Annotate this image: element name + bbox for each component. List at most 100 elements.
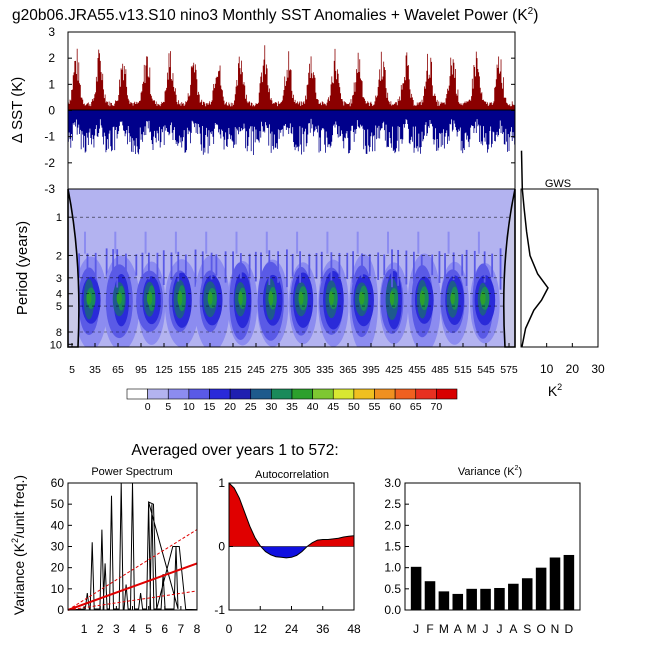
colorbar-swatch (188, 388, 210, 400)
ps-y-tick-label: 0 (57, 603, 64, 617)
power-spectrum-plot (67, 482, 198, 611)
sst-anomaly-bars (68, 45, 515, 155)
gws-x-tick-label: 20 (566, 362, 580, 376)
ps-y-tick-label: 40 (51, 518, 65, 532)
wavelet-spike (174, 231, 177, 254)
wavelet-spike (125, 253, 127, 278)
wavelet-spike (201, 251, 204, 283)
variance-x-tick-label: A (509, 622, 517, 636)
wavelet-x-tick-label: 185 (201, 364, 219, 376)
ps-x-tick-label: 1 (81, 622, 88, 636)
colorbar-label: 5 (165, 401, 171, 413)
wavelet-spike (141, 252, 144, 280)
autocorrelation-panel: Autocorrelation 10-10 12 24 36 48 (214, 469, 361, 636)
power-spectrum-y-label: Variance (K2/unit freq.) (10, 475, 27, 615)
sst-y-tick-label: 0 (48, 104, 55, 118)
variance-axes: J F M A M J J A S O N D0.00.51.01.52.02.53.0 (384, 476, 573, 636)
wavelet-spike (239, 253, 242, 279)
wavelet-spike (361, 253, 363, 278)
variance-bar (452, 593, 464, 610)
wavelet-x-tick-label: 95 (135, 364, 147, 376)
negative-autocorrelation-area (229, 546, 354, 558)
wavelet-x-tick-label: 545 (477, 364, 495, 376)
ps-x-tick-label: 4 (129, 622, 136, 636)
autocorrelation-title: Autocorrelation (255, 469, 329, 481)
wavelet-x-tick-label: 65 (112, 364, 124, 376)
autocorrelation-axes: 10-10 12 24 36 48 (214, 476, 361, 636)
title-sup: 2 (528, 6, 534, 17)
wavelet-x-tick-label: 5 (69, 364, 75, 376)
wavelet-power-contour (298, 291, 304, 305)
wavelet-spike (473, 250, 476, 284)
variance-y-tick-label: 1.0 (384, 561, 401, 575)
wavelet-frame (67, 188, 516, 348)
wavelet-spike (346, 252, 349, 280)
colorbar-label: 30 (266, 401, 278, 413)
subtitle: Averaged over years 1 to 572: (131, 442, 338, 459)
wavelet-power-contour (480, 291, 486, 305)
positive-anomaly-bars (68, 45, 515, 111)
wavelet-spike (114, 231, 117, 254)
lower-confidence-line (67, 590, 198, 611)
wavelet-spike (224, 251, 227, 283)
sst-y-tick-label: -3 (44, 182, 55, 196)
colorbar-swatch (229, 388, 252, 400)
gws-x-axis: 10 20 30 (540, 343, 605, 376)
wavelet-spike (248, 253, 251, 277)
autocorrelation-plot (228, 482, 355, 559)
ac-y-tick-label: 0 (218, 540, 225, 554)
title-main: g20b06.JRA55.v13.S10 nino3 Monthly SST A… (12, 7, 528, 24)
colorbar-label: 60 (389, 401, 401, 413)
wavelet-spike (78, 253, 81, 278)
wavelet-spike (477, 231, 480, 254)
wavelet-y-tick-label: 3 (56, 273, 62, 285)
ac-x-tick-label: 0 (226, 622, 233, 636)
colorbar-label: 15 (204, 401, 216, 413)
power-spectrum-title: Power Spectrum (91, 466, 172, 478)
colorbar-swatch (291, 388, 313, 400)
gws-frame (520, 188, 599, 348)
wavelet-y-tick-label: 4 (56, 289, 62, 301)
wavelet-spike (84, 231, 86, 254)
wavelet-spike (377, 252, 380, 280)
gws-curve (520, 150, 549, 347)
variance-x-tick-label: O (536, 622, 545, 636)
ps-x-tick-label: 6 (161, 622, 168, 636)
colorbar-swatch (167, 388, 190, 400)
sst-y-tick-label: -2 (44, 156, 55, 170)
wavelet-power-contour (177, 291, 183, 306)
gws-title: GWS (545, 178, 571, 190)
wavelet-y-tick-label: 2 (56, 250, 62, 262)
wavelet-spike (232, 251, 234, 283)
wavelet-spike (465, 249, 468, 286)
wavelet-x-tick-label: 455 (408, 364, 426, 376)
variance-x-tick-label: N (551, 622, 560, 636)
variance-x-tick-label: J (496, 622, 502, 636)
wavelet-x-tick-label: 365 (339, 364, 357, 376)
wavelet-x-tick-label: 245 (247, 364, 265, 376)
ps-y-tick-label: 20 (51, 561, 65, 575)
wavelet-spike (499, 248, 502, 290)
wavelet-spike (383, 254, 386, 276)
variance-x-tick-label: J (413, 622, 419, 636)
ac-x-tick-label: 24 (285, 622, 299, 636)
autocorrelation-line (228, 482, 355, 559)
variance-x-tick-label: J (483, 622, 489, 636)
ac-y-tick-label: 1 (218, 476, 225, 490)
wavelet-spike (387, 231, 389, 254)
wavelet-power-contour (116, 292, 122, 305)
colorbar-swatch (312, 388, 334, 400)
gws-panel: GWS 10 20 30 K2 (520, 150, 605, 399)
colorbar-label: 65 (410, 401, 422, 413)
wavelet-x-tick-label: 35 (89, 364, 101, 376)
variance-bar (466, 588, 477, 610)
colorbar-label: 0 (145, 401, 151, 413)
wavelet-x-tick-label: 335 (316, 364, 334, 376)
wavelet-spike (483, 251, 486, 283)
colorbar-swatch (209, 388, 231, 400)
wavelet-spike (194, 249, 197, 287)
wavelet-y-tick-label: 5 (56, 301, 62, 313)
ac-y-tick-label: -1 (214, 603, 225, 617)
wavelet-x-tick-label: 155 (178, 364, 196, 376)
ps-x-tick-label: 2 (97, 622, 104, 636)
